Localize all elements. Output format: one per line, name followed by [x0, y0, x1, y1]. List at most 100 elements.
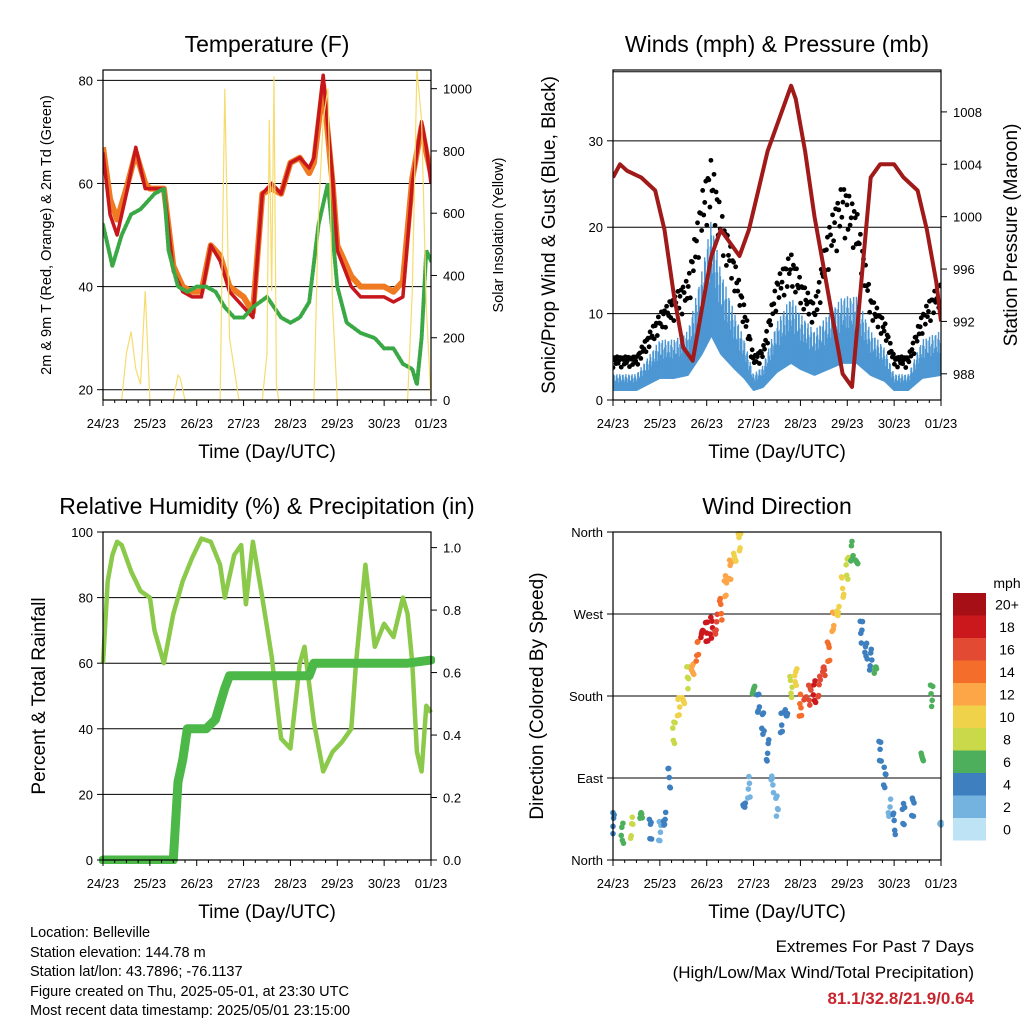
direction-ytick-label: North	[571, 525, 603, 540]
gust-point	[938, 282, 941, 288]
gust-point	[788, 252, 794, 258]
gust-point	[785, 256, 791, 262]
direction-point	[713, 618, 720, 625]
gust-point	[776, 295, 782, 300]
speed-legend-label: 12	[999, 686, 1015, 702]
gust-point	[922, 321, 928, 327]
extremes-subtitle: (High/Low/Max Wind/Total Precipitation)	[672, 963, 974, 982]
gust-point	[787, 267, 793, 273]
direction-point	[821, 667, 828, 673]
humidity-ytick-right-label: 0.4	[443, 728, 461, 743]
direction-point	[685, 685, 691, 692]
direction-point	[830, 622, 837, 629]
direction-point	[685, 675, 692, 682]
gust-point	[740, 319, 746, 325]
gust-point	[663, 324, 668, 330]
gust-point	[813, 293, 819, 299]
gust-point	[931, 310, 936, 316]
direction-point	[822, 672, 828, 679]
direction-point	[666, 774, 673, 781]
winds-ytick-label: 30	[589, 134, 603, 149]
winds-ytick-label: 20	[589, 220, 603, 235]
winds-plot-area	[613, 83, 941, 391]
humidity-xtick-label: 30/23	[368, 876, 401, 891]
direction-point	[859, 627, 865, 633]
direction-point	[665, 765, 672, 772]
direction-point	[620, 840, 627, 846]
winds-xtick-label: 29/23	[831, 416, 864, 431]
gust-point	[835, 200, 841, 206]
direction-xtick-label: 27/23	[737, 876, 770, 891]
gust-point	[695, 220, 700, 226]
gust-point	[914, 338, 920, 344]
gust-point	[866, 281, 872, 287]
gust-point	[762, 346, 767, 352]
winds-ytick-right-label: 988	[953, 367, 975, 382]
speed-legend-label: 10	[999, 709, 1015, 725]
humidity-xtick-label: 24/23	[87, 876, 120, 891]
gust-point	[882, 321, 888, 327]
humidity-xtick-label: 28/23	[274, 876, 307, 891]
speed-legend-label: 2	[1003, 799, 1011, 815]
speed-legend-swatch	[953, 615, 986, 638]
gust-point	[694, 238, 699, 244]
gust-point	[848, 215, 854, 221]
gust-point	[839, 214, 845, 220]
gust-point	[841, 187, 847, 192]
humidity-ytick-right-label: 0.8	[443, 603, 461, 618]
gust-point	[865, 288, 871, 293]
gust-point	[829, 243, 834, 248]
winds-ylabel: Sonic/Prop Wind & Gust (Blue, Black)	[539, 76, 560, 394]
temperature-xtick-label: 27/23	[227, 416, 260, 431]
winds-ytick-right-label: 992	[953, 314, 975, 329]
solar-insolation-line	[103, 70, 431, 400]
gust-point	[810, 300, 816, 306]
direction-point	[676, 704, 683, 710]
extremes-values: 81.1/32.8/21.9/0.64	[827, 989, 974, 1008]
gust-point	[707, 204, 713, 210]
temperature-ytick-right-label: 1000	[443, 82, 472, 97]
gust-point	[671, 318, 677, 323]
gust-point	[767, 318, 773, 323]
temperature-ytick-label: 20	[79, 383, 93, 398]
winds-ylabel-right: Station Pressure (Maroon)	[1001, 124, 1022, 347]
direction-point	[840, 591, 847, 598]
gust-point	[689, 259, 695, 265]
direction-point	[810, 692, 817, 698]
speed-legend-label: 16	[999, 641, 1015, 657]
gust-point	[739, 294, 745, 300]
gust-point	[832, 220, 838, 226]
direction-point	[778, 722, 785, 728]
speed-legend-label: 20+	[995, 596, 1019, 612]
direction-point	[928, 703, 935, 710]
gust-point	[618, 364, 624, 370]
direction-xlabel: Time (Day/UTC)	[708, 902, 846, 923]
gust-point	[885, 334, 891, 340]
humidity-ytick-label: 0	[86, 853, 93, 868]
gust-point	[669, 302, 675, 308]
direction-point	[850, 552, 856, 559]
direction-point	[817, 676, 824, 683]
gust-point	[816, 279, 822, 285]
gust-point	[771, 301, 777, 307]
gust-point	[646, 344, 652, 350]
gust-point	[909, 347, 915, 352]
gust-point	[680, 284, 686, 290]
direction-point	[628, 832, 634, 839]
created-text: Figure created on Thu, 2025-05-01, at 23…	[30, 983, 349, 1000]
humidity-xtick-label: 01/23	[415, 876, 448, 891]
direction-point	[773, 813, 780, 819]
direction-point	[770, 782, 776, 788]
direction-point	[815, 692, 822, 699]
speed-legend-label: 14	[999, 664, 1015, 680]
direction-point	[669, 725, 676, 731]
gust-point	[849, 201, 855, 207]
winds-ytick-right-label: 996	[953, 262, 975, 277]
gust-point	[806, 311, 812, 317]
direction-point	[826, 644, 832, 651]
direction-point	[723, 580, 730, 586]
direction-point	[794, 666, 800, 672]
gust-point	[701, 212, 707, 218]
direction-point	[751, 683, 758, 690]
direction-point	[728, 559, 735, 566]
